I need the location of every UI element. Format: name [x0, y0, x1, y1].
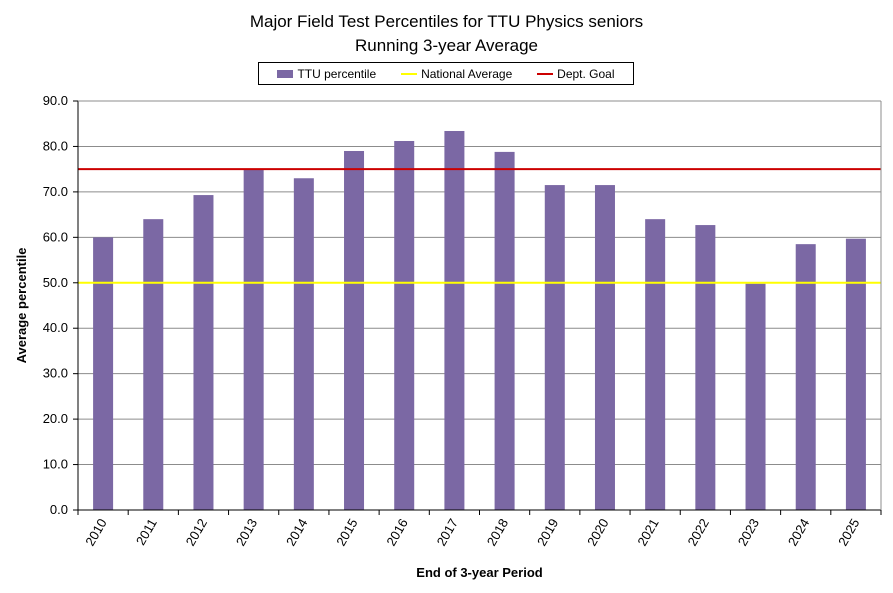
x-tick-label: 2020: [584, 516, 611, 549]
x-tick-label: 2012: [183, 516, 210, 549]
x-tick-label: 2023: [735, 516, 762, 549]
x-tick-label: 2022: [684, 516, 711, 549]
bar-2015: [344, 150, 365, 510]
y-tick-label: 50.0: [43, 275, 68, 290]
bar-2018: [494, 151, 515, 511]
x-tick-label: 2019: [534, 516, 561, 549]
bar-layer: [93, 130, 866, 511]
x-tick-label: 2021: [634, 516, 661, 549]
x-tick-label: 2014: [283, 516, 310, 549]
bar-2021: [645, 219, 666, 510]
bar-2017: [444, 130, 465, 510]
legend-swatch-national: [401, 72, 418, 75]
x-tick-label: 2013: [233, 516, 260, 549]
bar-2011: [143, 219, 164, 510]
bar-2013: [243, 169, 264, 510]
bar-2024: [795, 244, 816, 510]
y-tick-label: 70.0: [43, 184, 68, 199]
chart-title: Major Field Test Percentiles for TTU Phy…: [0, 10, 893, 58]
bar-2016: [394, 140, 415, 511]
x-tick-label: 2010: [82, 516, 109, 549]
x-tick-label: 2025: [835, 516, 862, 549]
bar-2020: [594, 185, 615, 511]
legend-label-national: National Average: [421, 66, 513, 81]
legend-item-ttu: TTU percentile: [277, 67, 376, 81]
bar-2023: [745, 283, 766, 510]
legend-label-ttu: TTU percentile: [297, 66, 377, 81]
y-tick-label: 10.0: [43, 457, 68, 472]
y-tick-label: 30.0: [43, 366, 68, 381]
bar-2012: [193, 195, 214, 510]
chart-subtitle: Running 3-year Average: [354, 36, 539, 55]
bar-2010: [93, 237, 114, 511]
x-tick-label: 2011: [133, 516, 160, 548]
legend-item-national: National Average: [401, 67, 512, 81]
y-axis-title: Average percentile: [14, 248, 29, 364]
bar-2019: [544, 185, 565, 511]
legend: TTU percentile National Average Dept. Go…: [258, 62, 634, 85]
bar-2025: [845, 238, 866, 511]
legend-swatch-goal: [537, 72, 554, 75]
legend-swatch-ttu: [277, 69, 294, 78]
bar-2022: [695, 225, 716, 510]
y-tick-label: 80.0: [43, 138, 68, 153]
y-tick-label: 40.0: [43, 320, 68, 335]
x-axis-title: End of 3-year Period: [416, 565, 542, 580]
chart-title-line1: Major Field Test Percentiles for TTU Phy…: [249, 12, 644, 31]
legend-label-goal: Dept. Goal: [557, 66, 615, 81]
y-tick-label: 20.0: [43, 411, 68, 426]
x-tick-label: 2015: [333, 516, 360, 549]
y-tick-label: 60.0: [43, 229, 68, 244]
y-tick-label: 90.0: [43, 93, 68, 108]
reference-line-layer: [78, 168, 881, 284]
legend-item-goal: Dept. Goal: [537, 66, 615, 81]
x-tick-label: 2018: [484, 516, 511, 549]
y-tick-label: 0.0: [50, 502, 68, 517]
x-tick-label: 2016: [383, 516, 410, 549]
x-tick-label: 2024: [785, 516, 812, 549]
x-tick-label: 2017: [434, 516, 461, 549]
bar-2014: [293, 178, 314, 510]
